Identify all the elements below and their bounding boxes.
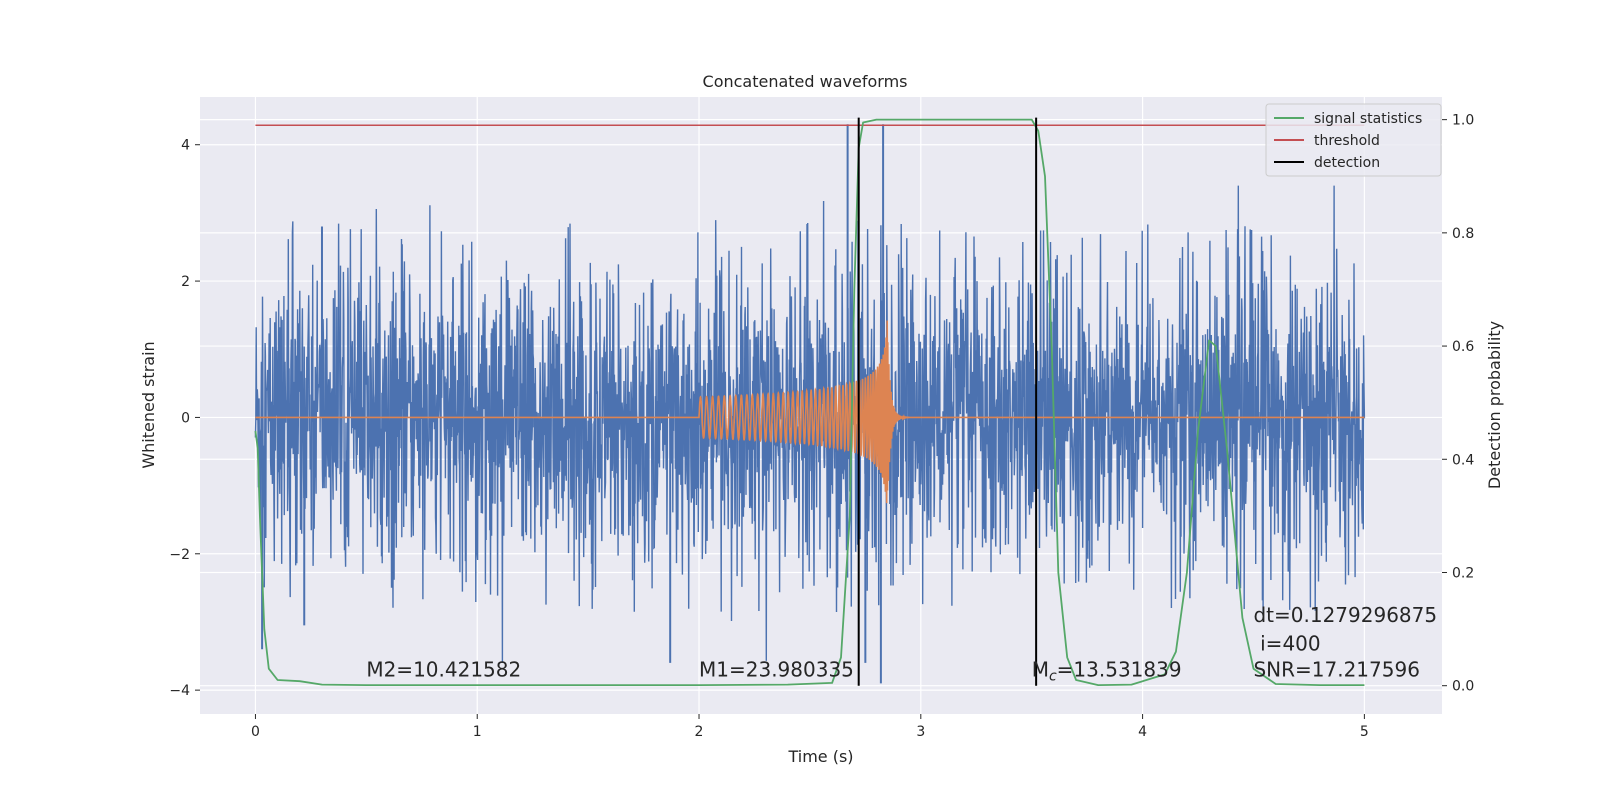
x-axis-label: Time (s) <box>787 747 853 766</box>
y2-tick-label: 0.8 <box>1452 226 1474 242</box>
legend-label: threshold <box>1314 133 1380 149</box>
y-tick-label: −2 <box>169 547 190 563</box>
annotation-text: M2=10.421582 <box>366 658 521 682</box>
annotations: M2=10.421582 M1=23.980335 Mc=13.531839 dt=0… <box>366 603 1437 685</box>
annotation-text: dt=0.1279296875 <box>1253 603 1437 627</box>
y2-tick-label: 0.4 <box>1452 452 1474 468</box>
y2-axis-label: Detection probability <box>1485 321 1504 489</box>
y2-tick-label: 0.0 <box>1452 679 1474 695</box>
y-tick-label: −4 <box>169 683 190 699</box>
y-tick-label: 2 <box>181 274 190 290</box>
annotation-text: SNR=17.217596 <box>1253 658 1419 682</box>
legend-label: detection <box>1314 155 1380 171</box>
x-tick-label: 2 <box>695 724 704 740</box>
x-tick-label: 4 <box>1138 724 1147 740</box>
annotation-text: M1=23.980335 <box>699 658 854 682</box>
y2-tick-label: 1.0 <box>1452 113 1474 129</box>
y-tick-label: 4 <box>181 138 190 154</box>
chart-title: Concatenated waveforms <box>703 72 908 91</box>
y-tick-label: 0 <box>181 410 190 426</box>
annotation-text: i=400 <box>1260 632 1321 656</box>
legend-label: signal statistics <box>1314 111 1422 127</box>
plot-layer <box>254 117 1366 686</box>
x-tick-label: 0 <box>251 724 260 740</box>
legend-box <box>1265 103 1442 177</box>
x-tick-label: 1 <box>473 724 482 740</box>
y2-tick-label: 0.2 <box>1452 565 1474 581</box>
y2-tick-label: 0.6 <box>1452 339 1474 355</box>
strain-series-line <box>254 185 1366 663</box>
y-axis-label: Whitened strain <box>139 341 158 468</box>
x-tick-label: 5 <box>1360 724 1369 740</box>
annotation-text: Mc=13.531839 <box>1032 658 1182 685</box>
axes: 0 1 2 3 4 5 −4 −2 0 2 4 0.0 0.2 0.4 0.6 0.8 1.0 <box>169 113 1474 740</box>
x-tick-label: 3 <box>916 724 925 740</box>
signal-statistics-line <box>254 118 1365 686</box>
chirp-series-line <box>255 320 1365 504</box>
legend: signal statistics threshold detection <box>1265 103 1442 177</box>
